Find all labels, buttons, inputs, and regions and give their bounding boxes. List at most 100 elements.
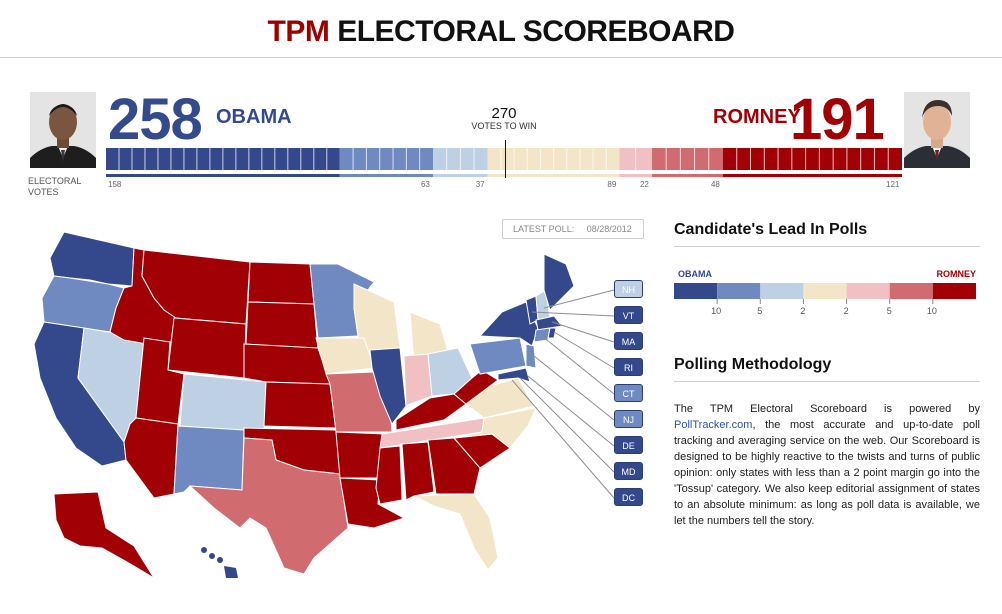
bar-segment bbox=[339, 148, 433, 170]
methodology-title: Polling Methodology bbox=[674, 356, 980, 382]
state-ne[interactable] bbox=[243, 343, 331, 385]
state-me[interactable] bbox=[543, 253, 575, 311]
bar-segment-underline bbox=[432, 174, 488, 177]
state-pa[interactable] bbox=[469, 337, 527, 375]
methodology-body: , the most accurate and up-to-date poll … bbox=[674, 419, 980, 527]
bar-segment bbox=[651, 148, 723, 170]
state-button-ri[interactable]: RI bbox=[614, 358, 643, 376]
bar-segment-underline bbox=[339, 174, 433, 177]
state-button-ma[interactable]: MA bbox=[614, 332, 643, 350]
header: TPM ELECTORAL SCOREBOARD bbox=[0, 0, 1002, 58]
state-az[interactable] bbox=[123, 417, 179, 499]
title-label: ELECTORAL SCOREBOARD bbox=[337, 15, 735, 48]
latest-poll-date: 08/28/2012 bbox=[586, 224, 632, 234]
state-nj[interactable] bbox=[525, 343, 537, 369]
state-in[interactable] bbox=[403, 353, 433, 407]
bar-count-label: 22 bbox=[639, 180, 649, 189]
obama-electoral-votes: 258 bbox=[108, 87, 203, 152]
brand-label: TPM bbox=[267, 15, 330, 48]
bar-segment-underline bbox=[651, 174, 723, 177]
obama-name: OBAMA bbox=[216, 106, 292, 128]
state-nd[interactable] bbox=[247, 261, 315, 305]
obama-photo bbox=[30, 92, 96, 168]
state-ar[interactable] bbox=[335, 431, 385, 479]
state-button-de[interactable]: DE bbox=[614, 436, 643, 454]
legend-swatch bbox=[674, 283, 718, 299]
bar-count-label: 121 bbox=[886, 180, 900, 189]
legend-tick-label: 5 bbox=[757, 306, 763, 316]
lead-legend-obama: OBAMA bbox=[678, 269, 712, 279]
state-nc[interactable] bbox=[453, 407, 537, 449]
state-ks[interactable] bbox=[263, 381, 337, 429]
state-fl[interactable] bbox=[413, 493, 499, 571]
latest-poll: LATEST POLL: 08/28/2012 bbox=[502, 219, 644, 239]
state-button-nj[interactable]: NJ bbox=[614, 410, 643, 428]
legend-swatch bbox=[760, 283, 804, 299]
state-button-ct[interactable]: CT bbox=[614, 384, 643, 402]
legend-tick-label: 10 bbox=[711, 306, 722, 316]
bar-count-label: 37 bbox=[475, 180, 485, 189]
state-ri[interactable] bbox=[547, 327, 557, 339]
methodology-section: Polling Methodology bbox=[674, 356, 980, 382]
lead-legend-scale bbox=[674, 283, 976, 304]
lead-section-title: Candidate's Lead In Polls bbox=[674, 221, 980, 247]
state-sd[interactable] bbox=[245, 301, 319, 351]
romney-photo bbox=[904, 92, 970, 168]
state-ma[interactable] bbox=[535, 315, 563, 331]
state-hi[interactable] bbox=[201, 547, 238, 578]
state-co[interactable] bbox=[179, 373, 267, 433]
bar-count-labels: 158 63 37 89 22 48 121 bbox=[106, 180, 902, 192]
legend-tick-label: 5 bbox=[886, 306, 892, 316]
page-title: TPM ELECTORAL SCOREBOARD bbox=[0, 15, 1002, 49]
state-de-md[interactable] bbox=[497, 367, 531, 383]
bar-count-label: 158 bbox=[108, 180, 122, 189]
state-nm[interactable] bbox=[173, 425, 245, 495]
legend-swatch bbox=[889, 283, 933, 299]
state-button-dc[interactable]: DC bbox=[614, 488, 643, 506]
bar-segment-underline bbox=[106, 174, 340, 177]
lead-section: Candidate's Lead In Polls bbox=[674, 221, 980, 247]
state-wy[interactable] bbox=[167, 317, 247, 379]
lead-legend-labels: OBAMA ROMNEY bbox=[674, 269, 976, 281]
small-state-connectors bbox=[511, 289, 615, 499]
legend-swatch bbox=[932, 283, 976, 299]
romney-electoral-votes: 191 bbox=[790, 87, 885, 152]
methodology-text: The TPM Electoral Scoreboard is powered … bbox=[674, 401, 980, 529]
lead-legend-romney: ROMNEY bbox=[936, 269, 976, 279]
state-button-nh[interactable]: NH bbox=[614, 280, 643, 298]
bar-segment-underline bbox=[487, 174, 620, 177]
bar-segment bbox=[722, 148, 902, 170]
legend-tick-label: 2 bbox=[843, 306, 849, 316]
polltracker-link[interactable]: PollTracker.com bbox=[674, 419, 753, 431]
electoral-bar bbox=[106, 140, 902, 178]
latest-poll-label: LATEST POLL: bbox=[513, 224, 575, 234]
state-tx[interactable] bbox=[188, 437, 349, 575]
bar-count-label: 48 bbox=[710, 180, 720, 189]
legend-tick-label: 2 bbox=[800, 306, 806, 316]
state-ak[interactable] bbox=[53, 491, 155, 579]
bar-count-label: 89 bbox=[607, 180, 617, 189]
legend-swatch bbox=[846, 283, 890, 299]
legend-swatch bbox=[717, 283, 761, 299]
bar-segment-underline bbox=[722, 174, 902, 177]
state-button-vt[interactable]: VT bbox=[614, 306, 643, 324]
state-button-md[interactable]: MD bbox=[614, 462, 643, 480]
state-il[interactable] bbox=[369, 347, 407, 425]
romney-name: ROMNEY bbox=[713, 106, 801, 128]
legend-tick-label: 10 bbox=[926, 306, 937, 316]
lead-legend-ticks: 10 5 2 2 5 10 bbox=[674, 306, 976, 318]
bar-segment-underline bbox=[619, 174, 652, 177]
state-ms[interactable] bbox=[375, 445, 403, 505]
bar-count-label: 63 bbox=[420, 180, 430, 189]
us-map bbox=[33, 231, 615, 579]
votes-to-win-number: 270 bbox=[491, 105, 517, 122]
votes-to-win: 270 VOTES TO WIN bbox=[454, 105, 554, 131]
votes-to-win-label: VOTES TO WIN bbox=[471, 121, 537, 131]
state-ga[interactable] bbox=[427, 437, 481, 495]
state-ia[interactable] bbox=[315, 337, 375, 375]
state-ct[interactable] bbox=[533, 327, 551, 343]
state-al[interactable] bbox=[401, 441, 435, 501]
methodology-intro: The TPM Electoral Scoreboard is powered … bbox=[674, 403, 980, 415]
legend-swatch bbox=[803, 283, 847, 299]
electoral-votes-label: ELECTORAL VOTES bbox=[28, 176, 82, 197]
